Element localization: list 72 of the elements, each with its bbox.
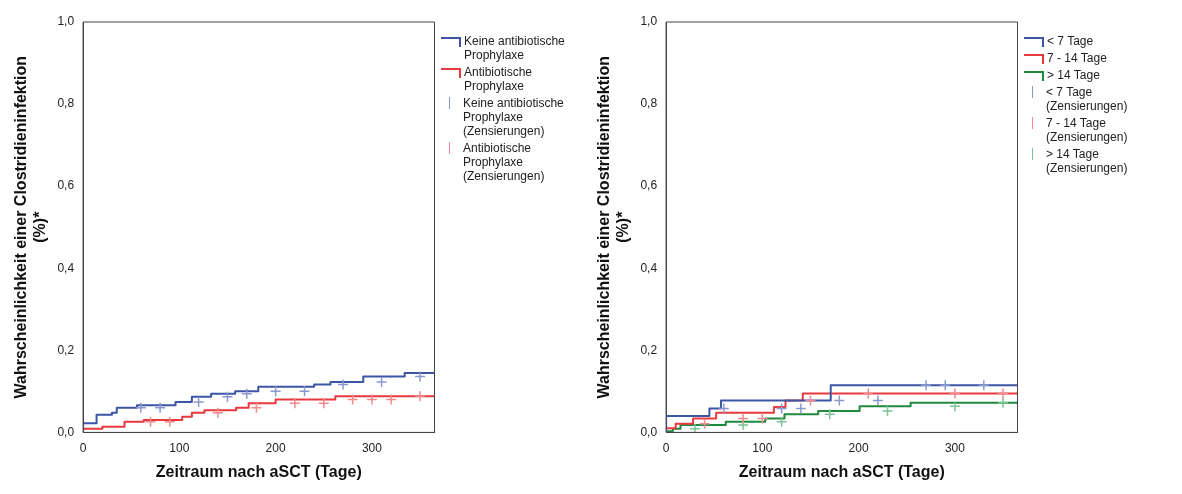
x-axis-title: Zeitraum nach aSCT (Tage): [155, 462, 362, 480]
point: [775, 402, 788, 415]
point: [824, 408, 836, 421]
point: [144, 415, 157, 428]
point: [939, 379, 952, 391]
y-tick-label: 0,6: [640, 178, 658, 193]
point: [163, 415, 176, 428]
y-tick-label: 1,0: [57, 14, 75, 29]
point: [689, 422, 701, 433]
point: [804, 394, 817, 407]
legend-label: < 7 Tage: [1047, 34, 1094, 48]
y-tick-label: 0,4: [57, 260, 75, 275]
y-tick-label: 0,2: [57, 342, 75, 357]
x-tick-label: 300: [944, 440, 966, 455]
y-tick-label: 1,0: [640, 14, 658, 29]
x-tick-label: 200: [848, 440, 869, 455]
legend-label: Antibiotische Prophylaxe: [464, 65, 534, 93]
point: [154, 402, 166, 414]
x-axis-title: Zeitraum nach aSCT (Tage): [738, 462, 945, 480]
y-tick-label: 0,0: [57, 424, 75, 439]
legend-label: 7 - 14 Tage: [1047, 51, 1107, 65]
point: [978, 379, 990, 391]
point: [269, 385, 282, 398]
y-tick-label: 0,8: [640, 96, 658, 111]
y-axis-title: Wahrscheinlichkeit einer Clostridieninfektion (%)*: [12, 55, 49, 399]
point: [718, 402, 730, 415]
point: [366, 393, 378, 406]
legend-label: Antibiotische Prophylaxe (Zensierungen): [463, 141, 546, 183]
point: [337, 378, 349, 391]
point: [192, 396, 205, 408]
point: [241, 388, 253, 400]
point: [318, 397, 330, 410]
legend-label: > 14 Tage (Zensierungen): [1046, 147, 1129, 175]
legend-label: < 7 Tage (Zensierungen): [1046, 85, 1129, 113]
y-tick-label: 0,4: [640, 260, 658, 275]
point: [289, 397, 301, 410]
point: [833, 394, 846, 407]
x-tick-label: 100: [752, 440, 773, 455]
point: [346, 393, 359, 406]
x-tick-label: 0: [662, 440, 670, 455]
y-tick-label: 0,2: [640, 342, 658, 357]
legend-label: Keine antibiotische Prophylaxe: [464, 34, 566, 62]
point: [250, 402, 263, 414]
legend-label: > 14 Tage: [1047, 68, 1100, 82]
point: [698, 418, 711, 430]
point: [881, 405, 894, 417]
point: [997, 397, 1009, 409]
x-tick-label: 100: [169, 440, 190, 455]
point: [795, 402, 807, 415]
point: [135, 402, 147, 414]
point: [775, 415, 788, 428]
legend-label: 7 - 14 Tage (Zensierungen): [1046, 116, 1129, 144]
point: [414, 370, 426, 383]
point: [872, 394, 884, 407]
point: [949, 400, 961, 412]
x-tick-label: 300: [361, 440, 383, 455]
x-tick-label: 0: [79, 440, 87, 455]
point: [212, 406, 224, 419]
point: [737, 412, 749, 425]
y-axis-title: Wahrscheinlichkeit einer Clostridieninfektion (%)*: [595, 55, 632, 399]
point: [298, 385, 311, 398]
y-tick-label: 0,6: [57, 178, 75, 193]
point: [385, 393, 397, 406]
legend-label: Keine antibiotische Prophylaxe (Zensierungen): [463, 96, 565, 138]
point: [221, 390, 234, 403]
point: [375, 376, 388, 388]
x-tick-label: 200: [265, 440, 286, 455]
y-tick-label: 0,0: [640, 424, 658, 439]
point: [414, 390, 426, 403]
point: [756, 412, 769, 425]
point: [920, 379, 932, 391]
y-tick-label: 0,8: [57, 96, 75, 111]
